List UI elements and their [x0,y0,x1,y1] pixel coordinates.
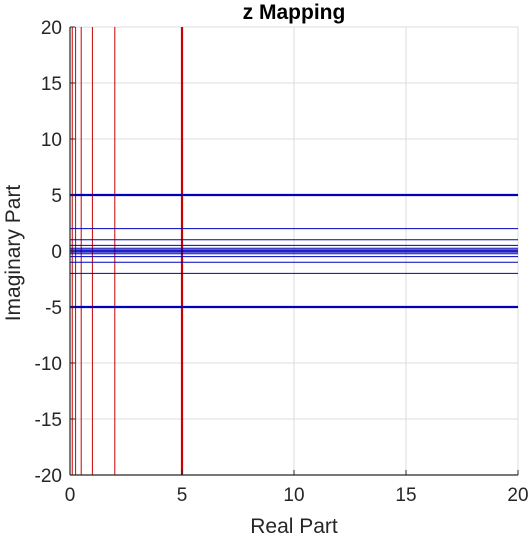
y-tick-label: -20 [35,466,62,487]
x-tick-label: 10 [283,485,304,506]
y-tick-label: 20 [41,18,62,39]
tick-labels: 0 5 10 15 20 -20 -15 -10 -5 0 5 10 15 20 [35,18,529,506]
x-tick-label: 0 [65,485,76,506]
series-lines [70,27,518,475]
x-tick-label: 20 [507,485,528,506]
y-tick-label: 15 [41,74,62,95]
y-tick-label: 0 [51,242,62,263]
y-axis-label: Imaginary Part [2,185,25,322]
x-tick-label: 15 [395,485,416,506]
y-tick-label: -5 [45,298,62,319]
x-axis-label: Real Part [250,515,338,537]
x-tick-label: 5 [177,485,188,506]
chart-title: z Mapping [243,1,346,24]
y-tick-label: -15 [35,410,62,431]
axes [69,26,519,476]
y-tick-label: 5 [51,186,62,207]
y-tick-label: -10 [35,354,62,375]
y-tick-label: 10 [41,130,62,151]
